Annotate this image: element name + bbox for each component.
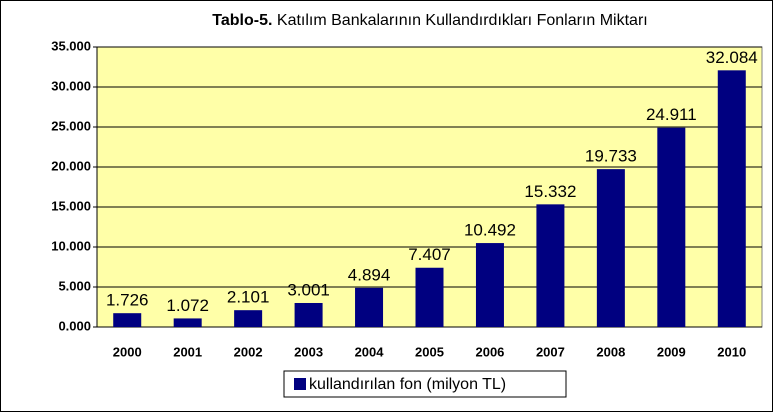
title-label: Tablo-5. — [212, 12, 272, 29]
value-label: 7.407 — [408, 245, 451, 264]
y-tick-label: 15.000 — [51, 198, 91, 213]
title-text: Katılım Bankalarının Kullandırdıkları Fo… — [277, 12, 648, 29]
bar — [536, 204, 565, 327]
bar — [113, 313, 142, 327]
y-tick-label: 35.000 — [51, 38, 91, 53]
x-tick-label: 2000 — [113, 344, 142, 359]
bar — [717, 70, 746, 327]
y-tick-label: 5.000 — [58, 278, 91, 293]
x-tick-label: 2007 — [536, 344, 565, 359]
y-tick-label: 25.000 — [51, 118, 91, 133]
x-tick-label: 2006 — [475, 344, 504, 359]
y-tick-label: 0.000 — [58, 318, 91, 333]
bar — [294, 302, 323, 327]
value-label: 19.733 — [585, 147, 637, 166]
legend-box — [283, 370, 567, 398]
x-tick-label: 2005 — [415, 344, 444, 359]
value-label: 4.894 — [348, 265, 391, 284]
y-tick-label: 20.000 — [51, 158, 91, 173]
x-tick-label: 2001 — [173, 344, 202, 359]
value-label: 1.072 — [166, 296, 209, 315]
x-tick-label: 2003 — [294, 344, 323, 359]
legend-swatch — [294, 378, 306, 390]
value-label: 3.001 — [287, 280, 330, 299]
x-tick-label: 2008 — [596, 344, 625, 359]
x-tick-label: 2004 — [355, 344, 385, 359]
bar — [596, 169, 625, 327]
bar — [657, 127, 686, 327]
value-label: 32.084 — [706, 48, 758, 67]
y-tick-label: 10.000 — [51, 238, 91, 253]
x-tick-label: 2002 — [234, 344, 263, 359]
bar — [234, 310, 263, 327]
bar — [475, 243, 504, 327]
value-label: 2.101 — [227, 288, 270, 307]
value-label: 10.492 — [464, 221, 516, 240]
x-tick-label: 2009 — [657, 344, 686, 359]
bar — [173, 318, 202, 327]
bar — [415, 267, 444, 327]
bar — [355, 287, 384, 327]
value-label: 1.726 — [106, 291, 149, 310]
value-label: 15.332 — [524, 182, 576, 201]
value-label: 24.911 — [646, 105, 697, 124]
legend-label: kullandırılan fon (milyon TL) — [309, 376, 506, 393]
y-tick-label: 30.000 — [51, 78, 91, 93]
chart-title: Tablo-5. Katılım Bankalarının Kullandırd… — [212, 12, 647, 29]
x-tick-label: 2010 — [717, 344, 746, 359]
